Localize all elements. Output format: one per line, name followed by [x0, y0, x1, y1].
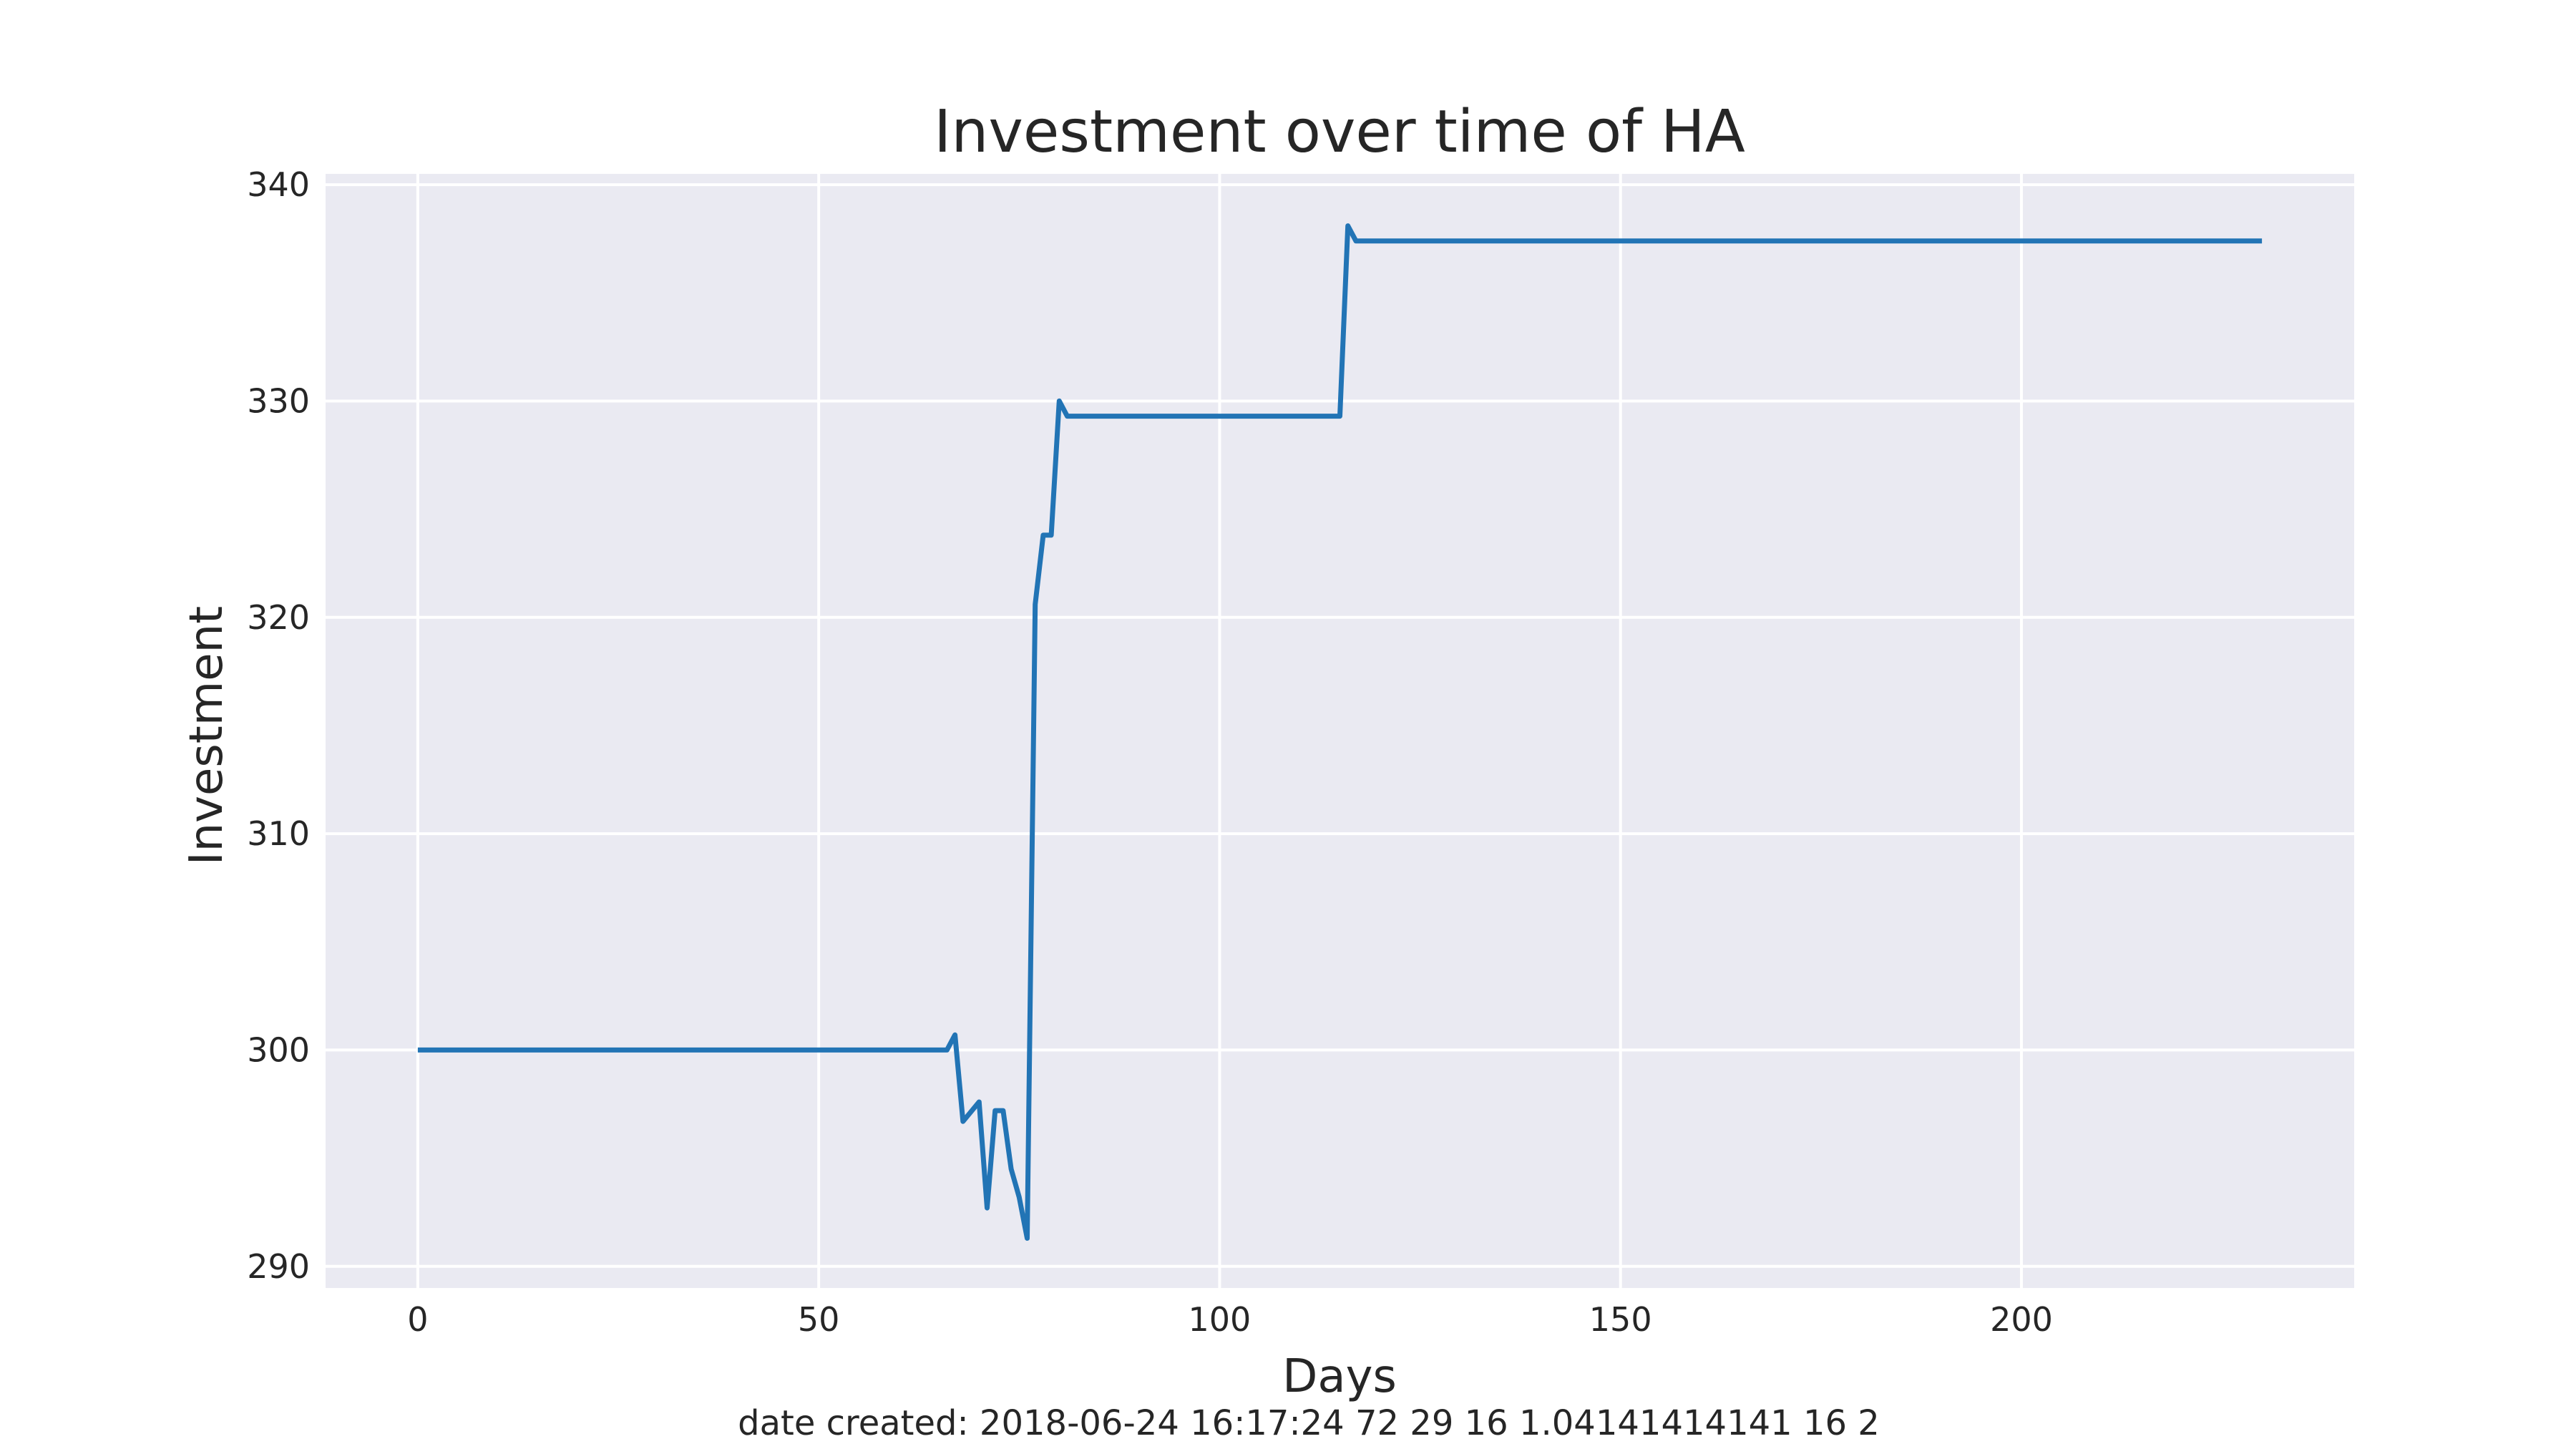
y-tick-label: 320 [247, 598, 310, 637]
y-tick-label: 310 [247, 814, 310, 853]
y-tick-label: 290 [247, 1247, 310, 1286]
y-tick-label: 340 [247, 165, 310, 204]
y-axis-label: Investment [180, 606, 233, 866]
y-axis-ticks: 290 300 310 320 330 340 [247, 165, 310, 1286]
x-axis-ticks: 0 50 100 150 200 [407, 1300, 2053, 1339]
series-line [417, 223, 2263, 1241]
x-tick-label: 200 [1990, 1300, 2053, 1339]
plot-area [326, 174, 2354, 1288]
chart-title: Investment over time of HA [934, 98, 1745, 166]
y-tick-label: 300 [247, 1030, 310, 1069]
x-tick-label: 150 [1589, 1300, 1652, 1339]
x-tick-label: 100 [1189, 1300, 1252, 1339]
x-axis-label: Days [1282, 1350, 1397, 1403]
footer-text: date created: 2018-06-24 16:17:24 72 29 … [738, 1403, 1880, 1443]
series-layer [417, 223, 2263, 1241]
x-tick-label: 0 [407, 1300, 428, 1339]
x-tick-label: 50 [798, 1300, 840, 1339]
y-tick-label: 330 [247, 381, 310, 420]
